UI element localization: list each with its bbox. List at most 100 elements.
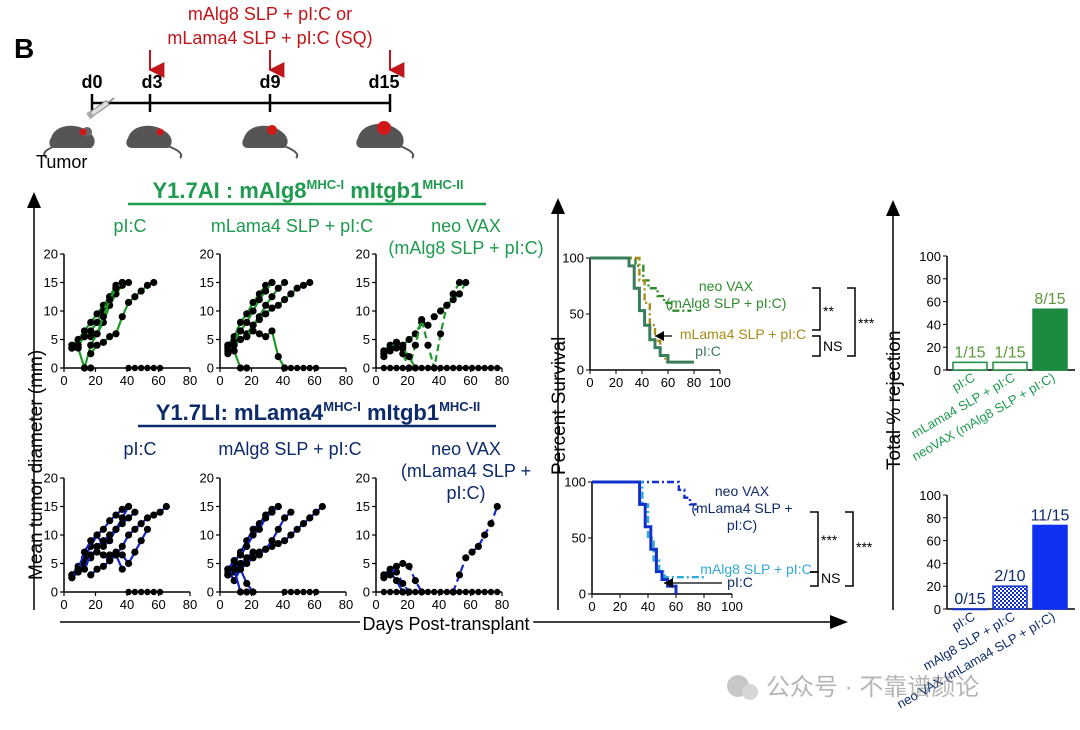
data-point <box>456 588 463 596</box>
data-point <box>255 525 263 533</box>
data-point <box>437 364 444 372</box>
x-tick-label: 0 <box>216 373 223 388</box>
data-point <box>118 514 126 522</box>
chart-title-sup: MHC-I <box>323 399 361 414</box>
data-point <box>268 508 276 516</box>
data-point <box>268 293 276 301</box>
data-point <box>380 588 388 596</box>
y-tick-label: 50 <box>570 307 584 322</box>
data-point <box>443 301 451 309</box>
series-label: neo VAX <box>715 483 770 499</box>
x-tick-label: 100 <box>709 375 731 390</box>
tumor-curve <box>452 506 499 593</box>
data-point <box>243 559 251 568</box>
x-tick-label: 20 <box>609 375 623 390</box>
bar-value-label: 0/15 <box>954 591 985 608</box>
data-point <box>411 577 419 585</box>
data-point <box>318 502 326 511</box>
data-point <box>87 333 95 341</box>
data-point <box>99 551 107 559</box>
data-point <box>424 341 432 349</box>
x-tick-label: 40 <box>276 373 290 388</box>
data-point <box>393 588 400 596</box>
y-tick-label: 20 <box>356 247 370 262</box>
data-point <box>393 364 400 372</box>
data-point <box>137 588 145 596</box>
survival-curve <box>592 480 678 594</box>
data-point <box>380 350 388 358</box>
tumor-panel: neo VAX(mAlg8 SLP + pI:C) 0 5 10 15 20 0 20 40 60… <box>356 216 544 388</box>
data-point <box>405 588 413 596</box>
treatment-label-1: mAlg8 SLP + pI:C or <box>188 4 352 24</box>
data-point <box>156 364 164 372</box>
series-label: pI:C) <box>727 517 757 533</box>
data-point <box>106 296 114 304</box>
data-point <box>131 548 139 556</box>
data-point <box>230 341 238 349</box>
data-point <box>255 330 263 338</box>
data-point <box>418 315 426 324</box>
data-point <box>274 525 282 533</box>
survival-curve <box>592 480 697 513</box>
data-point <box>236 364 245 372</box>
x-tick-label: 40 <box>120 373 134 388</box>
tumor-label: Tumor <box>36 152 87 172</box>
bar <box>992 585 1028 610</box>
treatment-schedule: mAlg8 SLP + pI:C or mLama4 SLP + pI:C (S… <box>36 4 415 172</box>
data-point <box>124 278 133 287</box>
data-point <box>412 364 419 372</box>
y-tick-label: 0 <box>934 363 941 378</box>
data-point <box>274 301 282 309</box>
y-tick-label: 15 <box>44 275 58 290</box>
panel-subtitle: pI:C) <box>446 483 485 503</box>
data-point <box>456 364 463 372</box>
data-point <box>274 353 282 361</box>
data-point <box>106 517 114 525</box>
x-tick-label: 60 <box>307 597 321 612</box>
significance-label: *** <box>856 539 873 555</box>
data-point <box>468 548 476 556</box>
survival-curve <box>590 256 692 312</box>
data-point <box>306 278 314 287</box>
y-tick-label: 50 <box>572 531 586 546</box>
y-tick-label: 15 <box>44 499 58 514</box>
data-point <box>93 565 101 573</box>
data-point <box>287 588 295 596</box>
y-tick-label: 20 <box>44 247 58 262</box>
data-point <box>236 335 245 344</box>
day-label-d0: d0 <box>81 72 102 92</box>
x-tick-label: 20 <box>244 373 258 388</box>
day-label-d3: d3 <box>141 72 162 92</box>
data-point <box>462 278 470 287</box>
data-point <box>281 588 288 596</box>
data-point <box>93 318 101 326</box>
data-point <box>87 571 95 579</box>
x-tick-label: 20 <box>88 373 102 388</box>
y-tick-label: 5 <box>363 556 370 571</box>
panel-label: B <box>14 33 34 64</box>
data-point <box>243 554 251 562</box>
bar <box>1032 308 1068 371</box>
data-point <box>287 508 295 516</box>
y-tick-label: 20 <box>927 340 941 355</box>
bar <box>1032 524 1068 610</box>
x-tick-label: 100 <box>721 599 743 614</box>
data-point <box>412 588 419 596</box>
data-point <box>236 551 245 559</box>
data-point <box>449 290 457 298</box>
significance-label: NS <box>821 570 840 586</box>
x-tick-label: 20 <box>88 597 102 612</box>
data-point <box>93 548 101 556</box>
data-point <box>131 588 139 596</box>
y-tick-label: 0 <box>363 361 370 376</box>
y-tick-label: 10 <box>44 528 58 543</box>
x-axis-title-days: Days Post-transplant <box>362 614 529 634</box>
data-point <box>156 588 164 596</box>
series-label: neo VAX <box>699 278 754 294</box>
syringe-icon <box>86 97 115 120</box>
data-point <box>68 574 76 582</box>
x-tick-label: 80 <box>687 375 701 390</box>
x-tick-label: 0 <box>60 373 67 388</box>
data-point <box>262 333 270 341</box>
y-tick-label: 5 <box>51 332 58 347</box>
